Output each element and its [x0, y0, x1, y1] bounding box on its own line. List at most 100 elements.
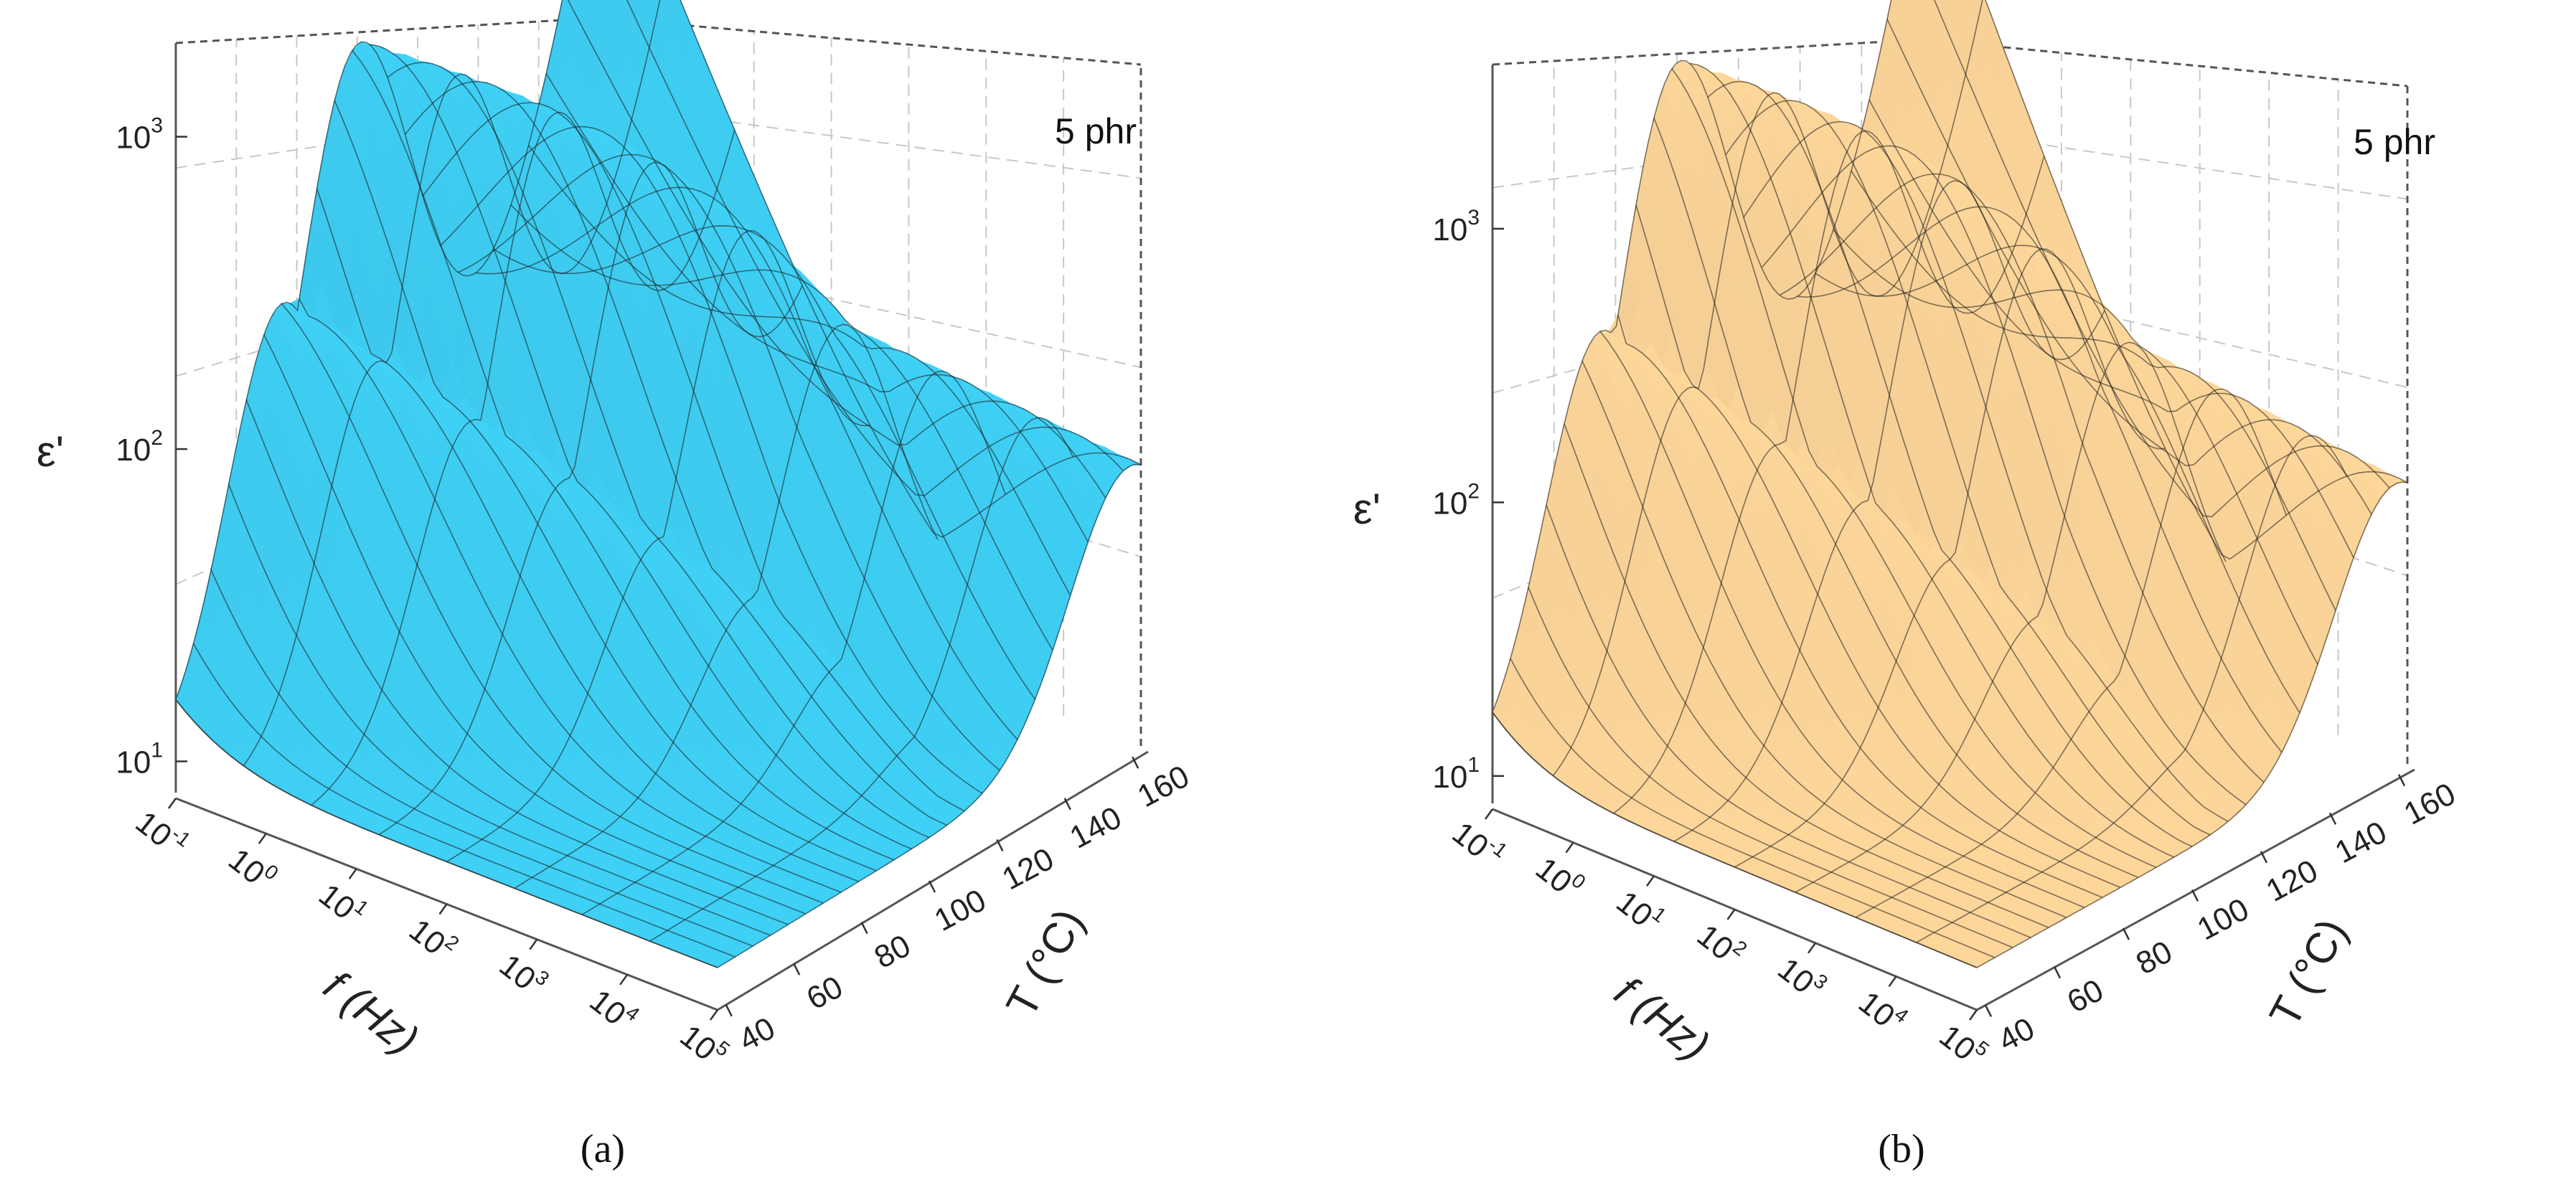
f-tick-exponent: 1 — [350, 895, 372, 920]
box-top-edge — [175, 16, 1142, 66]
surface-mesh — [1492, 0, 2408, 968]
z-tick-exponent: 1 — [1467, 753, 1480, 777]
T-axis-title: T (°C) — [997, 901, 1093, 1024]
T-tick — [2328, 812, 2337, 825]
mesh-line-frequency — [1734, 248, 2166, 868]
annotation-5phr: 5 phr — [1055, 111, 1137, 151]
z-tick-label: 103 — [116, 114, 163, 156]
mesh-line-frequency — [1552, 0, 1983, 776]
f-tick-label: 103 — [493, 944, 554, 1003]
T-tick-label: 140 — [1064, 800, 1127, 856]
mesh-line-frequency — [1492, 0, 1892, 713]
z-tick-exponent: 2 — [1467, 479, 1480, 503]
z-axis: 101 102 103 ε' — [37, 114, 187, 780]
f-tick-exponent: 1 — [1648, 902, 1670, 927]
f-tick — [438, 903, 448, 915]
mesh-line-frequency — [514, 323, 939, 889]
f-tick-label: 105 — [1932, 1015, 1993, 1074]
z-tick-label: 102 — [1432, 479, 1480, 521]
f-tick-label: 101 — [312, 874, 373, 933]
mesh-line-frequency — [446, 230, 870, 863]
T-tick-label: 40 — [733, 1011, 781, 1058]
T-tick-label: 160 — [2398, 776, 2461, 832]
f-tick-label: 101 — [1609, 881, 1670, 940]
T-tick — [725, 1004, 733, 1017]
mesh-line-frequency — [175, 0, 563, 700]
f-tick-label: 103 — [1771, 948, 1832, 1007]
mesh-line-frequency — [581, 370, 1007, 915]
f-tick-exponent: 0 — [1567, 869, 1589, 893]
mesh-line-frequency — [1976, 481, 2408, 968]
f-tick — [258, 833, 267, 844]
surface-front-edge — [1492, 712, 1978, 968]
f-tick-exponent: 4 — [1890, 1003, 1912, 1027]
surface-mesh — [175, 0, 1142, 968]
z-tick-label: 102 — [116, 426, 163, 468]
f-tick-exponent: 0 — [260, 860, 283, 884]
f-tick — [1726, 909, 1736, 920]
f-axis-title: f (Hz) — [315, 961, 428, 1064]
f-tick-exponent: -1 — [167, 823, 195, 851]
T-tick — [996, 839, 1004, 851]
z-axis-title: ε' — [37, 428, 64, 476]
grid-line — [175, 246, 1142, 377]
z-tick-exponent: 1 — [151, 738, 163, 762]
panel-caption: (b) — [1878, 1127, 1924, 1171]
f-tick — [1645, 875, 1655, 887]
f-tick-exponent: 4 — [621, 1001, 644, 1026]
z-axis: 101 102 103 ε' — [1353, 206, 1504, 795]
mesh-line-frequency — [378, 161, 803, 836]
T-tick-label: 60 — [2062, 973, 2109, 1020]
f-tick — [1968, 1009, 1978, 1021]
z-tick-exponent: 3 — [1467, 206, 1480, 230]
f-tick-exponent: 3 — [531, 965, 553, 990]
T-tick — [2191, 889, 2199, 902]
f-tick-label: 104 — [1852, 981, 1913, 1041]
f-tick — [709, 1009, 719, 1021]
z-tick-exponent: 2 — [151, 426, 163, 450]
T-tick — [1063, 798, 1071, 811]
f-tick — [1888, 976, 1897, 988]
f-tick-exponent: 2 — [441, 930, 463, 955]
panel-caption: (a) — [580, 1127, 625, 1171]
f-tick — [619, 974, 629, 986]
T-tick — [2397, 774, 2406, 787]
T-tick — [928, 880, 936, 893]
f-tick-label: 100 — [1529, 847, 1590, 907]
mesh-line-frequency — [649, 417, 1074, 942]
T-tick-label: 140 — [2329, 815, 2392, 871]
z-tick-label: 101 — [116, 738, 163, 780]
f-tick-label: 102 — [403, 909, 464, 968]
f-tick-label: 102 — [1691, 915, 1752, 974]
mesh-line-frequency — [1916, 435, 2348, 943]
f-tick — [1484, 808, 1494, 820]
T-tick — [793, 963, 801, 976]
surface-front-edge — [175, 699, 718, 968]
z-axis-title: ε' — [1353, 485, 1381, 533]
T-tick — [860, 922, 868, 935]
annotation-5phr: 5 phr — [2354, 122, 2435, 162]
T-tick-label: 100 — [2191, 892, 2255, 948]
T-axis-line — [717, 750, 1149, 1011]
mesh-line-frequency — [1855, 388, 2288, 918]
f-axis-title: f (Hz) — [1606, 967, 1719, 1069]
T-tick-label: 40 — [1993, 1011, 2040, 1058]
T-tick-label: 120 — [2260, 853, 2323, 909]
z-tick-exponent: 3 — [151, 114, 163, 138]
f-tick-exponent: -1 — [1484, 833, 1512, 862]
T-axis-title: T (°C) — [2260, 911, 2356, 1034]
f-tick-label: 104 — [583, 980, 644, 1039]
mesh-line-frequency — [1613, 130, 2045, 814]
T-tick-label: 160 — [1132, 759, 1195, 815]
f-tick — [1807, 942, 1817, 954]
T-tick-label: 60 — [801, 969, 848, 1016]
f-tick — [167, 798, 177, 809]
mesh-line-frequency — [1673, 180, 2105, 842]
f-tick-exponent: 5 — [712, 1036, 734, 1061]
T-tick — [2122, 927, 2130, 940]
T-tick-label: 80 — [869, 928, 916, 976]
f-tick-exponent: 3 — [1810, 969, 1832, 993]
